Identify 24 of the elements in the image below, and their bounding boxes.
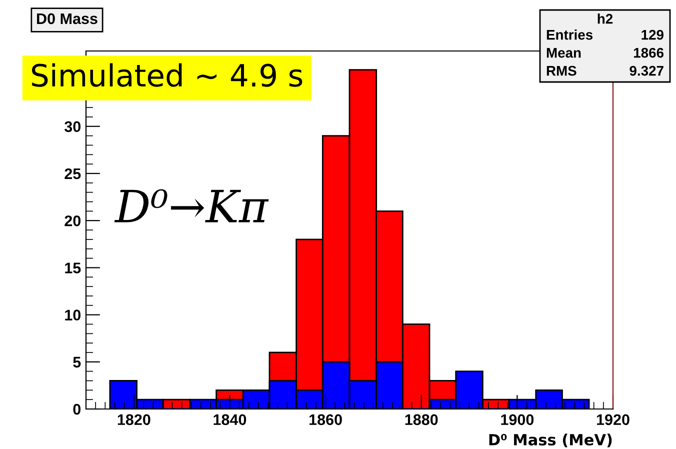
chart-title: D0 Mass (37, 13, 98, 24)
y-tick-label: 10 (65, 310, 81, 320)
x-tick-label: 1820 (118, 414, 150, 426)
text: Entries (546, 30, 593, 40)
x-tick-label: 1860 (310, 414, 342, 426)
y-tick-label: 30 (64, 121, 81, 132)
annotation: Simulated ∼ 4.9 s (32, 63, 302, 87)
x-tick-label: 1920 (596, 414, 630, 426)
y-tick-label: 15 (65, 262, 81, 274)
text: 1866 (634, 48, 664, 58)
y-tick-label: 5 (73, 356, 81, 368)
annotation: D⁰→Kπ (114, 189, 269, 222)
y-tick-label: 0 (73, 404, 81, 415)
text: h2 (598, 14, 613, 24)
text: 129 (642, 30, 664, 40)
y-tick-label: 20 (64, 215, 81, 226)
x-tick-label: 1880 (405, 414, 438, 426)
y-tick-label: 25 (64, 168, 81, 180)
text: 9.327 (630, 66, 664, 76)
x-tick-label: 1900 (501, 414, 534, 426)
annotation: RMS (546, 66, 576, 76)
x-tick-label: 1840 (214, 414, 246, 426)
annotation: Mean (546, 48, 581, 58)
x-axis-title: D⁰ Mass (MeV) (489, 434, 612, 448)
